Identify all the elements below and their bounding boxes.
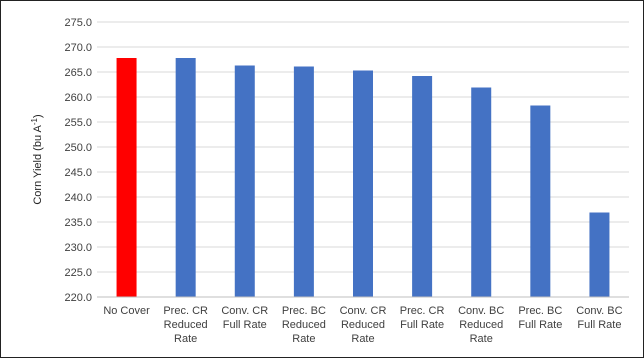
y-axis-title-main: Corn Yield (bu A: [32, 124, 44, 204]
x-tick-label: Prec. BC: [518, 305, 562, 317]
x-tick-label: Full Rate: [223, 319, 267, 331]
y-axis-title-close: ): [32, 114, 44, 118]
y-axis-ticks: 220.0 225.0 230.0 235.0 240.0 245.0 250.0 255.0…: [64, 17, 92, 304]
y-tick-label: 250.0: [64, 142, 92, 154]
x-tick-label: Rate: [470, 333, 493, 345]
y-tick-label: 230.0: [64, 242, 92, 254]
y-tick-label: 265.0: [64, 67, 92, 79]
x-tick-label: Reduced: [164, 319, 208, 331]
x-tick-label: Conv. BC: [576, 305, 622, 317]
y-axis-title-sup: -1: [30, 117, 39, 125]
bar: [353, 70, 373, 297]
x-tick-label: Full Rate: [400, 319, 444, 331]
bar: [589, 212, 610, 297]
x-tick-label: Rate: [174, 333, 197, 345]
y-tick-label: 270.0: [64, 42, 92, 54]
x-tick-label: Reduced: [341, 319, 385, 331]
x-tick-label: Rate: [351, 333, 374, 345]
bar: [412, 76, 433, 297]
y-tick-label: 235.0: [64, 217, 92, 229]
x-tick-label: Full Rate: [518, 319, 562, 331]
x-tick-label: Reduced: [459, 319, 503, 331]
x-tick-label: Rate: [292, 333, 315, 345]
x-tick-label: No Cover: [103, 305, 150, 317]
x-tick-label: Conv. CR: [340, 305, 387, 317]
bar: [471, 87, 492, 297]
y-tick-label: 260.0: [64, 92, 92, 104]
y-tick-label: 220.0: [64, 292, 92, 304]
x-tick-label: Prec. BC: [282, 305, 326, 317]
bar: [293, 66, 314, 297]
y-tick-label: 275.0: [64, 17, 92, 29]
y-tick-label: 225.0: [64, 267, 92, 279]
x-axis-labels: No Cover Prec. CR Reduced Rate Conv. CR Full …: [103, 305, 622, 345]
bar: [530, 105, 551, 297]
bar: [234, 65, 255, 297]
y-tick-label: 245.0: [64, 167, 92, 179]
bar: [116, 58, 137, 297]
bar: [175, 58, 196, 297]
x-tick-label: Full Rate: [577, 319, 621, 331]
y-axis-title: Corn Yield (bu A-1): [30, 114, 44, 204]
x-tick-label: Conv. CR: [221, 305, 268, 317]
x-tick-label: Conv. BC: [458, 305, 504, 317]
x-tick-label: Reduced: [282, 319, 326, 331]
y-tick-label: 255.0: [64, 117, 92, 129]
y-tick-label: 240.0: [64, 192, 92, 204]
x-tick-label: Prec. CR: [400, 305, 445, 317]
x-tick-label: Prec. CR: [163, 305, 208, 317]
bars: [116, 58, 610, 297]
